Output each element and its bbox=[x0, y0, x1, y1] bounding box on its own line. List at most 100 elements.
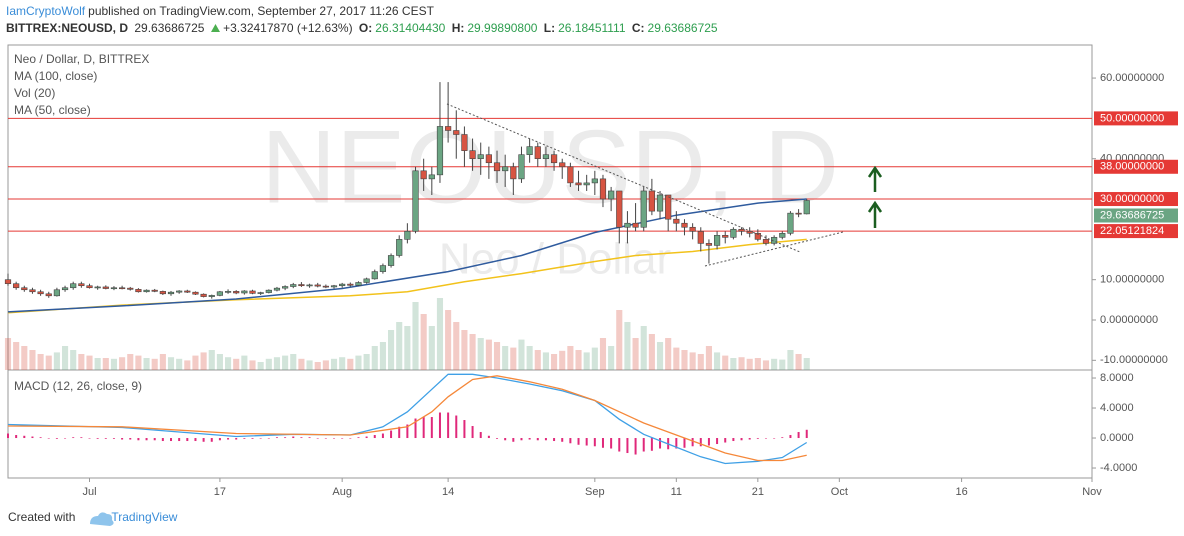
volume-bar bbox=[542, 352, 549, 370]
macd-histogram-bar bbox=[96, 438, 99, 439]
volume-bar bbox=[502, 346, 509, 370]
candle-body bbox=[233, 291, 240, 294]
volume-bar bbox=[632, 338, 639, 370]
y-tick-label: -10.00000000 bbox=[1100, 354, 1168, 366]
level-label-box bbox=[1094, 111, 1178, 126]
volume-bar bbox=[110, 358, 118, 370]
macd-histogram-bar bbox=[186, 438, 189, 442]
macd-histogram-bar bbox=[324, 438, 327, 439]
volume-bar bbox=[754, 358, 761, 370]
macd-histogram-bar bbox=[691, 438, 694, 447]
y-tick-label: 4.0000 bbox=[1100, 402, 1134, 414]
volume-bar bbox=[282, 355, 289, 370]
candle-body bbox=[469, 150, 476, 160]
macd-histogram-bar bbox=[520, 438, 523, 441]
volume-bar bbox=[697, 354, 704, 370]
macd-histogram-bar bbox=[447, 412, 450, 439]
volume-bar bbox=[290, 354, 297, 370]
up-icon bbox=[210, 24, 220, 32]
brand[interactable]: TradingView bbox=[111, 510, 178, 524]
volume-bar bbox=[167, 357, 175, 370]
volume-bar bbox=[127, 354, 134, 370]
candle-body bbox=[94, 286, 101, 289]
candle-body bbox=[673, 218, 680, 224]
macd-histogram-bar bbox=[659, 438, 662, 449]
published: published on TradingView.com, September … bbox=[88, 4, 434, 18]
last-price-box bbox=[1094, 208, 1178, 223]
volume-bar bbox=[306, 360, 313, 370]
macd-line bbox=[7, 375, 807, 462]
candle-body bbox=[119, 287, 126, 290]
legend-entry: MA (100, close) bbox=[14, 69, 97, 83]
volume-bar bbox=[21, 346, 28, 370]
volume-bar bbox=[257, 362, 264, 370]
volume-bar bbox=[135, 355, 142, 370]
candle-body bbox=[461, 134, 468, 151]
macd-histogram-bar bbox=[72, 437, 75, 439]
candle-body bbox=[713, 235, 721, 246]
c-label: C: bbox=[631, 21, 645, 35]
macd-histogram-bar bbox=[357, 437, 360, 439]
macd-histogram-bar bbox=[699, 438, 702, 447]
candle-body bbox=[730, 228, 737, 238]
volume-bar bbox=[412, 302, 419, 370]
volume-bar bbox=[526, 346, 533, 370]
volume-bar bbox=[730, 358, 737, 370]
candle-body bbox=[762, 239, 770, 244]
y-tick-label: 60.00000000 bbox=[1100, 72, 1164, 84]
candle-body bbox=[330, 285, 338, 288]
volume-bar bbox=[591, 347, 598, 370]
candle-body bbox=[102, 286, 109, 289]
x-tick-label: 21 bbox=[752, 486, 764, 498]
y-tick-label: 0.00000000 bbox=[1100, 314, 1158, 326]
volume-bar bbox=[453, 322, 460, 370]
y-tick-label: 8.0000 bbox=[1100, 372, 1134, 384]
macd-histogram-bar bbox=[455, 415, 458, 439]
candle-body bbox=[200, 293, 207, 297]
footer: Created with TradingView bbox=[8, 510, 177, 524]
macd-histogram-bar bbox=[471, 426, 474, 439]
macd-histogram-bar bbox=[585, 438, 588, 446]
volume-bar bbox=[640, 326, 647, 370]
l: 26.18451111 bbox=[558, 21, 626, 35]
l-label: L: bbox=[543, 21, 556, 35]
candle-body bbox=[656, 194, 664, 212]
candle-body bbox=[363, 278, 370, 283]
macd-histogram-bar bbox=[422, 417, 425, 439]
candle-body bbox=[314, 284, 321, 287]
candle-body bbox=[29, 289, 36, 293]
candle-body bbox=[632, 222, 639, 228]
change: +3.32417870 (+12.63%) bbox=[223, 21, 353, 35]
candle-body bbox=[526, 146, 533, 155]
last-price-label: 29.63686725 bbox=[1100, 209, 1164, 221]
candle-body bbox=[298, 284, 305, 287]
volume-bar bbox=[379, 342, 386, 370]
candle-body bbox=[53, 289, 61, 297]
candle-body bbox=[803, 200, 810, 215]
macd-histogram-bar bbox=[724, 438, 727, 443]
macd-histogram-bar bbox=[642, 438, 645, 452]
candle-body bbox=[616, 190, 623, 228]
h-label: H: bbox=[451, 21, 465, 35]
x-tick-label: Jul bbox=[82, 486, 96, 498]
volume-bar bbox=[738, 357, 745, 370]
legend-entry: MA (50, close) bbox=[14, 103, 91, 117]
macd-histogram-bar bbox=[398, 426, 401, 439]
volume-bar bbox=[461, 330, 468, 370]
volume-bar bbox=[616, 310, 623, 370]
macd-histogram-bar bbox=[300, 437, 303, 439]
volume-bar bbox=[689, 352, 696, 370]
volume-bar bbox=[102, 358, 109, 370]
pane-border bbox=[7, 44, 1093, 479]
author[interactable]: IamCryptoWolf bbox=[6, 4, 86, 18]
volume-bar bbox=[762, 360, 770, 370]
volume-bar bbox=[159, 354, 166, 370]
macd-histogram-bar bbox=[349, 438, 352, 439]
macd-histogram-bar bbox=[528, 438, 531, 440]
macd-histogram-bar bbox=[373, 435, 376, 439]
macd-histogram-bar bbox=[748, 438, 751, 440]
header: IamCryptoWolf published on TradingView.co… bbox=[6, 3, 721, 37]
candle-body bbox=[13, 283, 20, 289]
